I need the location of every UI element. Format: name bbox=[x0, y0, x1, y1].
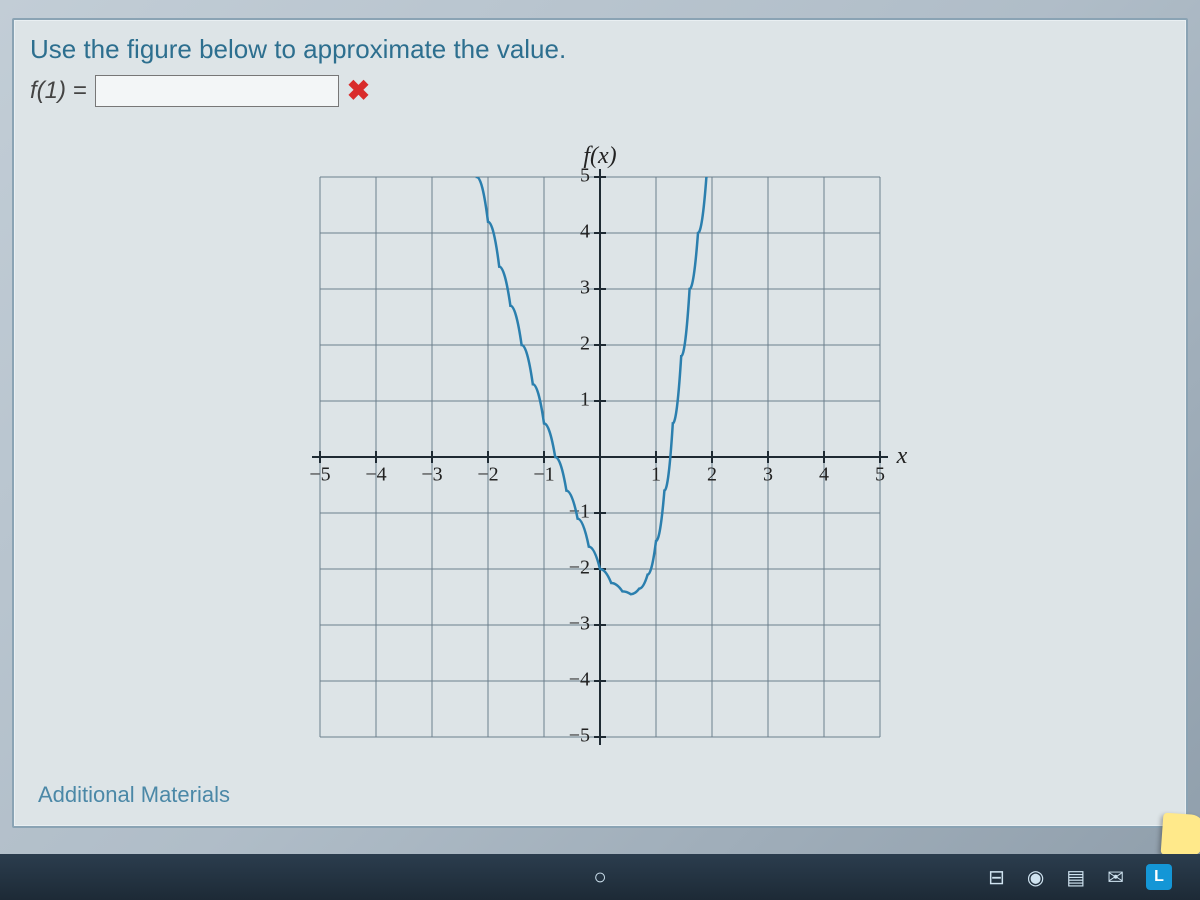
svg-text:f(x): f(x) bbox=[583, 143, 616, 169]
additional-materials-link[interactable]: Additional Materials bbox=[38, 782, 230, 808]
svg-text:x: x bbox=[896, 443, 908, 469]
svg-text:4: 4 bbox=[819, 464, 829, 486]
svg-text:2: 2 bbox=[707, 464, 717, 486]
screen-root: Use the figure below to approximate the … bbox=[0, 0, 1200, 900]
answer-row: f(1) = ✖ bbox=[30, 75, 1170, 107]
svg-text:−5: −5 bbox=[309, 464, 330, 486]
svg-text:−5: −5 bbox=[569, 725, 590, 747]
function-chart: −5−4−3−2−112345−5−4−3−2−112345f(x)x bbox=[240, 127, 960, 767]
answer-input[interactable] bbox=[95, 75, 339, 107]
svg-text:4: 4 bbox=[580, 221, 590, 243]
svg-text:5: 5 bbox=[875, 464, 885, 486]
sticky-note-icon bbox=[1161, 813, 1200, 858]
svg-text:1: 1 bbox=[651, 464, 661, 486]
taskbar: ○ ⊟ ◉ ▤ ✉ L bbox=[0, 854, 1200, 900]
svg-text:−4: −4 bbox=[365, 464, 386, 486]
incorrect-icon: ✖ bbox=[347, 77, 370, 105]
browser-icon[interactable]: ◉ bbox=[1027, 865, 1044, 890]
app-badge-icon[interactable]: L bbox=[1146, 864, 1172, 890]
svg-text:−2: −2 bbox=[569, 557, 590, 579]
svg-text:−4: −4 bbox=[569, 669, 590, 691]
question-instruction: Use the figure below to approximate the … bbox=[30, 34, 1170, 65]
svg-text:−1: −1 bbox=[533, 464, 554, 486]
question-panel: Use the figure below to approximate the … bbox=[12, 18, 1188, 828]
svg-text:−3: −3 bbox=[569, 613, 590, 635]
function-label: f(1) = bbox=[30, 77, 87, 105]
svg-text:3: 3 bbox=[580, 277, 590, 299]
chart-container: −5−4−3−2−112345−5−4−3−2−112345f(x)x bbox=[30, 121, 1170, 767]
svg-text:−3: −3 bbox=[421, 464, 442, 486]
svg-text:2: 2 bbox=[580, 333, 590, 355]
svg-text:1: 1 bbox=[580, 389, 590, 411]
svg-text:−2: −2 bbox=[477, 464, 498, 486]
svg-text:3: 3 bbox=[763, 464, 773, 486]
mail-icon[interactable]: ✉ bbox=[1107, 865, 1124, 890]
task-view-icon[interactable]: ⊟ bbox=[988, 865, 1005, 890]
file-explorer-icon[interactable]: ▤ bbox=[1066, 865, 1085, 890]
search-icon[interactable]: ○ bbox=[593, 864, 606, 890]
